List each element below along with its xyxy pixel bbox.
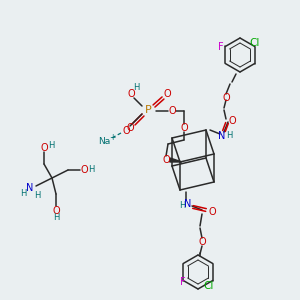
Text: O: O	[126, 123, 134, 133]
Text: F: F	[180, 277, 186, 287]
Text: H: H	[88, 166, 94, 175]
Polygon shape	[170, 158, 182, 162]
Text: H: H	[34, 191, 40, 200]
Text: +: +	[109, 133, 115, 142]
Text: Na: Na	[98, 136, 110, 146]
Text: H: H	[53, 214, 59, 223]
Text: N: N	[26, 183, 34, 193]
Text: Cl: Cl	[204, 281, 214, 291]
Text: O: O	[180, 123, 188, 133]
Text: O: O	[228, 116, 236, 126]
Text: O: O	[208, 207, 216, 217]
Text: O: O	[163, 89, 171, 99]
Text: O: O	[52, 206, 60, 216]
Text: O: O	[122, 126, 130, 136]
Text: O: O	[198, 237, 206, 247]
Text: O: O	[162, 155, 170, 165]
Text: H: H	[48, 140, 54, 149]
Text: F: F	[218, 42, 224, 52]
Text: O: O	[222, 93, 230, 103]
Text: P: P	[145, 105, 152, 115]
Text: O: O	[40, 143, 48, 153]
Text: H: H	[179, 200, 185, 209]
Text: N: N	[218, 131, 226, 141]
Text: N: N	[184, 199, 192, 209]
Text: H: H	[226, 131, 232, 140]
Text: O: O	[80, 165, 88, 175]
Text: O: O	[127, 89, 135, 99]
Text: Cl: Cl	[250, 38, 260, 48]
Text: H: H	[20, 190, 26, 199]
Text: O: O	[168, 106, 176, 116]
Text: H: H	[133, 82, 139, 91]
